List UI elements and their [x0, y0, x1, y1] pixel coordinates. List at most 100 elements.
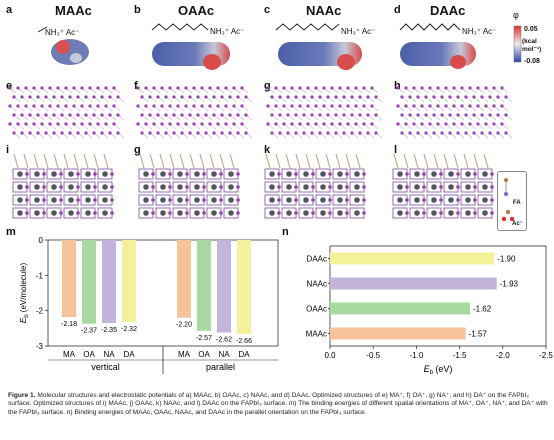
daac-chem-label: NH₃⁺ Ac⁻ [462, 27, 497, 36]
chart-n-data-label: -1.62 [473, 305, 492, 314]
panel-label-g: g [264, 80, 271, 92]
chart-n-category-label: MAAc [306, 330, 327, 339]
crystal-structures-row [8, 86, 513, 139]
chart-m-category-label: DA [238, 350, 250, 359]
maac-chem-label: NH₃⁺ Ac⁻ [45, 28, 80, 37]
caption-figure-label: Figure 1. [8, 392, 36, 399]
chart-m-category-label: MA [178, 350, 191, 359]
chart-n-xtick-label: -2.0 [496, 351, 510, 360]
chart-m-group-label: vertical [91, 362, 120, 372]
chart-n-xtick-label: -2.5 [539, 351, 553, 360]
chart-n-xtick-label: -1.5 [453, 351, 467, 360]
chart-m-category-label: MA [63, 350, 76, 359]
chart-m-data-label: -2.35 [101, 327, 117, 334]
panel-label-a: a [6, 4, 13, 16]
chart-m-bar [177, 240, 191, 318]
chart-n-category-label: OAAc [306, 305, 327, 314]
chart-m-data-label: -2.37 [81, 328, 97, 335]
chart-n-xtick-label: -0.5 [366, 351, 380, 360]
naac-chem-label: NH₃⁺ Ac⁻ [341, 27, 376, 36]
chart-m-bar [102, 240, 116, 324]
chart-m-ytick-label: 0 [39, 236, 44, 245]
panel-label-c: c [264, 4, 271, 16]
chart-m-category-label: DA [123, 350, 135, 359]
molecule-legend-box: FA Ac⁻ [497, 171, 527, 231]
panel-label-k: k [264, 144, 271, 156]
panel-label-g2: g [134, 144, 141, 156]
chart-m-category-label: OA [198, 350, 210, 359]
chart-m-data-label: -2.66 [236, 338, 252, 345]
crystal-structure-2 [266, 86, 383, 139]
chart-m-category-label: NA [218, 350, 230, 359]
chart-m-bar [217, 240, 231, 333]
panel-title-naac: NAAc [306, 3, 342, 18]
oaac-chain [151, 23, 209, 31]
panel-label-h: h [394, 80, 401, 92]
chart-m-ytick-label: -2 [36, 307, 44, 316]
panel-label-e: e [6, 80, 13, 92]
maac-chain [37, 26, 48, 33]
surface-structure-0 [12, 153, 114, 219]
chart-n-data-label: -1.57 [469, 330, 488, 339]
crystal-structure-0 [8, 86, 125, 139]
chart-n-category-label: DAAc [307, 255, 327, 264]
chart-n-binding-energies: 0.0 -0.5 -1.0 -1.5 -2.0 -2.5 Eb (eV) -1.90 DAAc -… [306, 245, 553, 376]
esp-colorbar [513, 25, 522, 63]
chart-n-data-label: -1.90 [497, 255, 516, 264]
chart-n-bar [330, 252, 495, 265]
chart-n-category-label: NAAc [307, 280, 327, 289]
chart-m-category-label: OA [83, 350, 95, 359]
daac-chain [399, 23, 461, 31]
colorbar-symbol: φ [513, 10, 519, 20]
chart-m-data-label: -2.18 [61, 321, 77, 328]
chart-n-bar [330, 277, 497, 290]
panel-title-oaac: OAAc [178, 3, 215, 18]
legend-ac: Ac⁻ [512, 221, 523, 227]
chart-m-binding-energies: 0 -1 -2 -3 Eb (eV/molecule) -2.18 MA -2.37 OA -2.… [19, 236, 279, 374]
chart-n-xtick-label: -1.0 [410, 351, 424, 360]
chart-n-xlabel: Eb (eV) [424, 364, 453, 376]
figure-caption: Figure 1. Molecular structures and elect… [8, 392, 548, 417]
panel-label-b: b [134, 4, 141, 16]
chart-m-ytick-label: -3 [36, 342, 44, 351]
chart-m-group-label: parallel [206, 362, 235, 372]
colorbar-min: -0.08 [524, 58, 540, 65]
chart-m-bar [122, 240, 136, 322]
panel-label-n: n [282, 226, 289, 238]
surface-structures-row [12, 153, 494, 219]
surface-structure-3 [392, 153, 494, 219]
chart-m-category-label: NA [103, 350, 115, 359]
oaac-chem-label: NH₃⁺ Ac⁻ [210, 27, 245, 36]
crystal-structure-3 [396, 86, 513, 139]
panel-label-m: m [6, 226, 16, 238]
chart-m-data-label: -2.20 [176, 322, 192, 329]
chart-m-ylabel: Eb (eV/molecule) [19, 263, 30, 324]
panel-title-daac: DAAc [430, 3, 466, 18]
chart-m-bar [197, 240, 211, 331]
colorbar-max: 0.05 [524, 26, 538, 33]
chart-n-bar [330, 327, 466, 340]
chart-m-ytick-label: -1 [36, 271, 44, 280]
chart-m-bar [237, 240, 251, 334]
panel-label-f: f [134, 80, 138, 92]
panel-label-l: l [394, 144, 398, 156]
chart-m-bar [62, 240, 76, 318]
panel-label-d: d [394, 4, 401, 16]
panel-label-i: i [6, 144, 10, 156]
chart-m-data-label: -2.32 [121, 326, 137, 333]
chart-n-data-label: -1.93 [500, 280, 519, 289]
chart-m-bar [82, 240, 96, 324]
chart-n-xtick-label: 0.0 [324, 351, 336, 360]
molecule-structures [37, 23, 522, 70]
surface-structure-2 [264, 153, 366, 219]
naac-chain [275, 23, 340, 31]
caption-text: Molecular structures and electrostatic p… [8, 392, 548, 416]
chart-m-data-label: -2.62 [216, 337, 232, 344]
chart-m-data-label: -2.57 [196, 335, 212, 342]
legend-fa: FA [513, 200, 521, 206]
maac-esp-surface [51, 39, 89, 65]
surface-structure-1 [138, 153, 240, 219]
chart-n-frame [329, 245, 547, 347]
colorbar-unit: (kcal mol⁻¹) [522, 38, 542, 53]
chart-n-bar [330, 302, 470, 315]
